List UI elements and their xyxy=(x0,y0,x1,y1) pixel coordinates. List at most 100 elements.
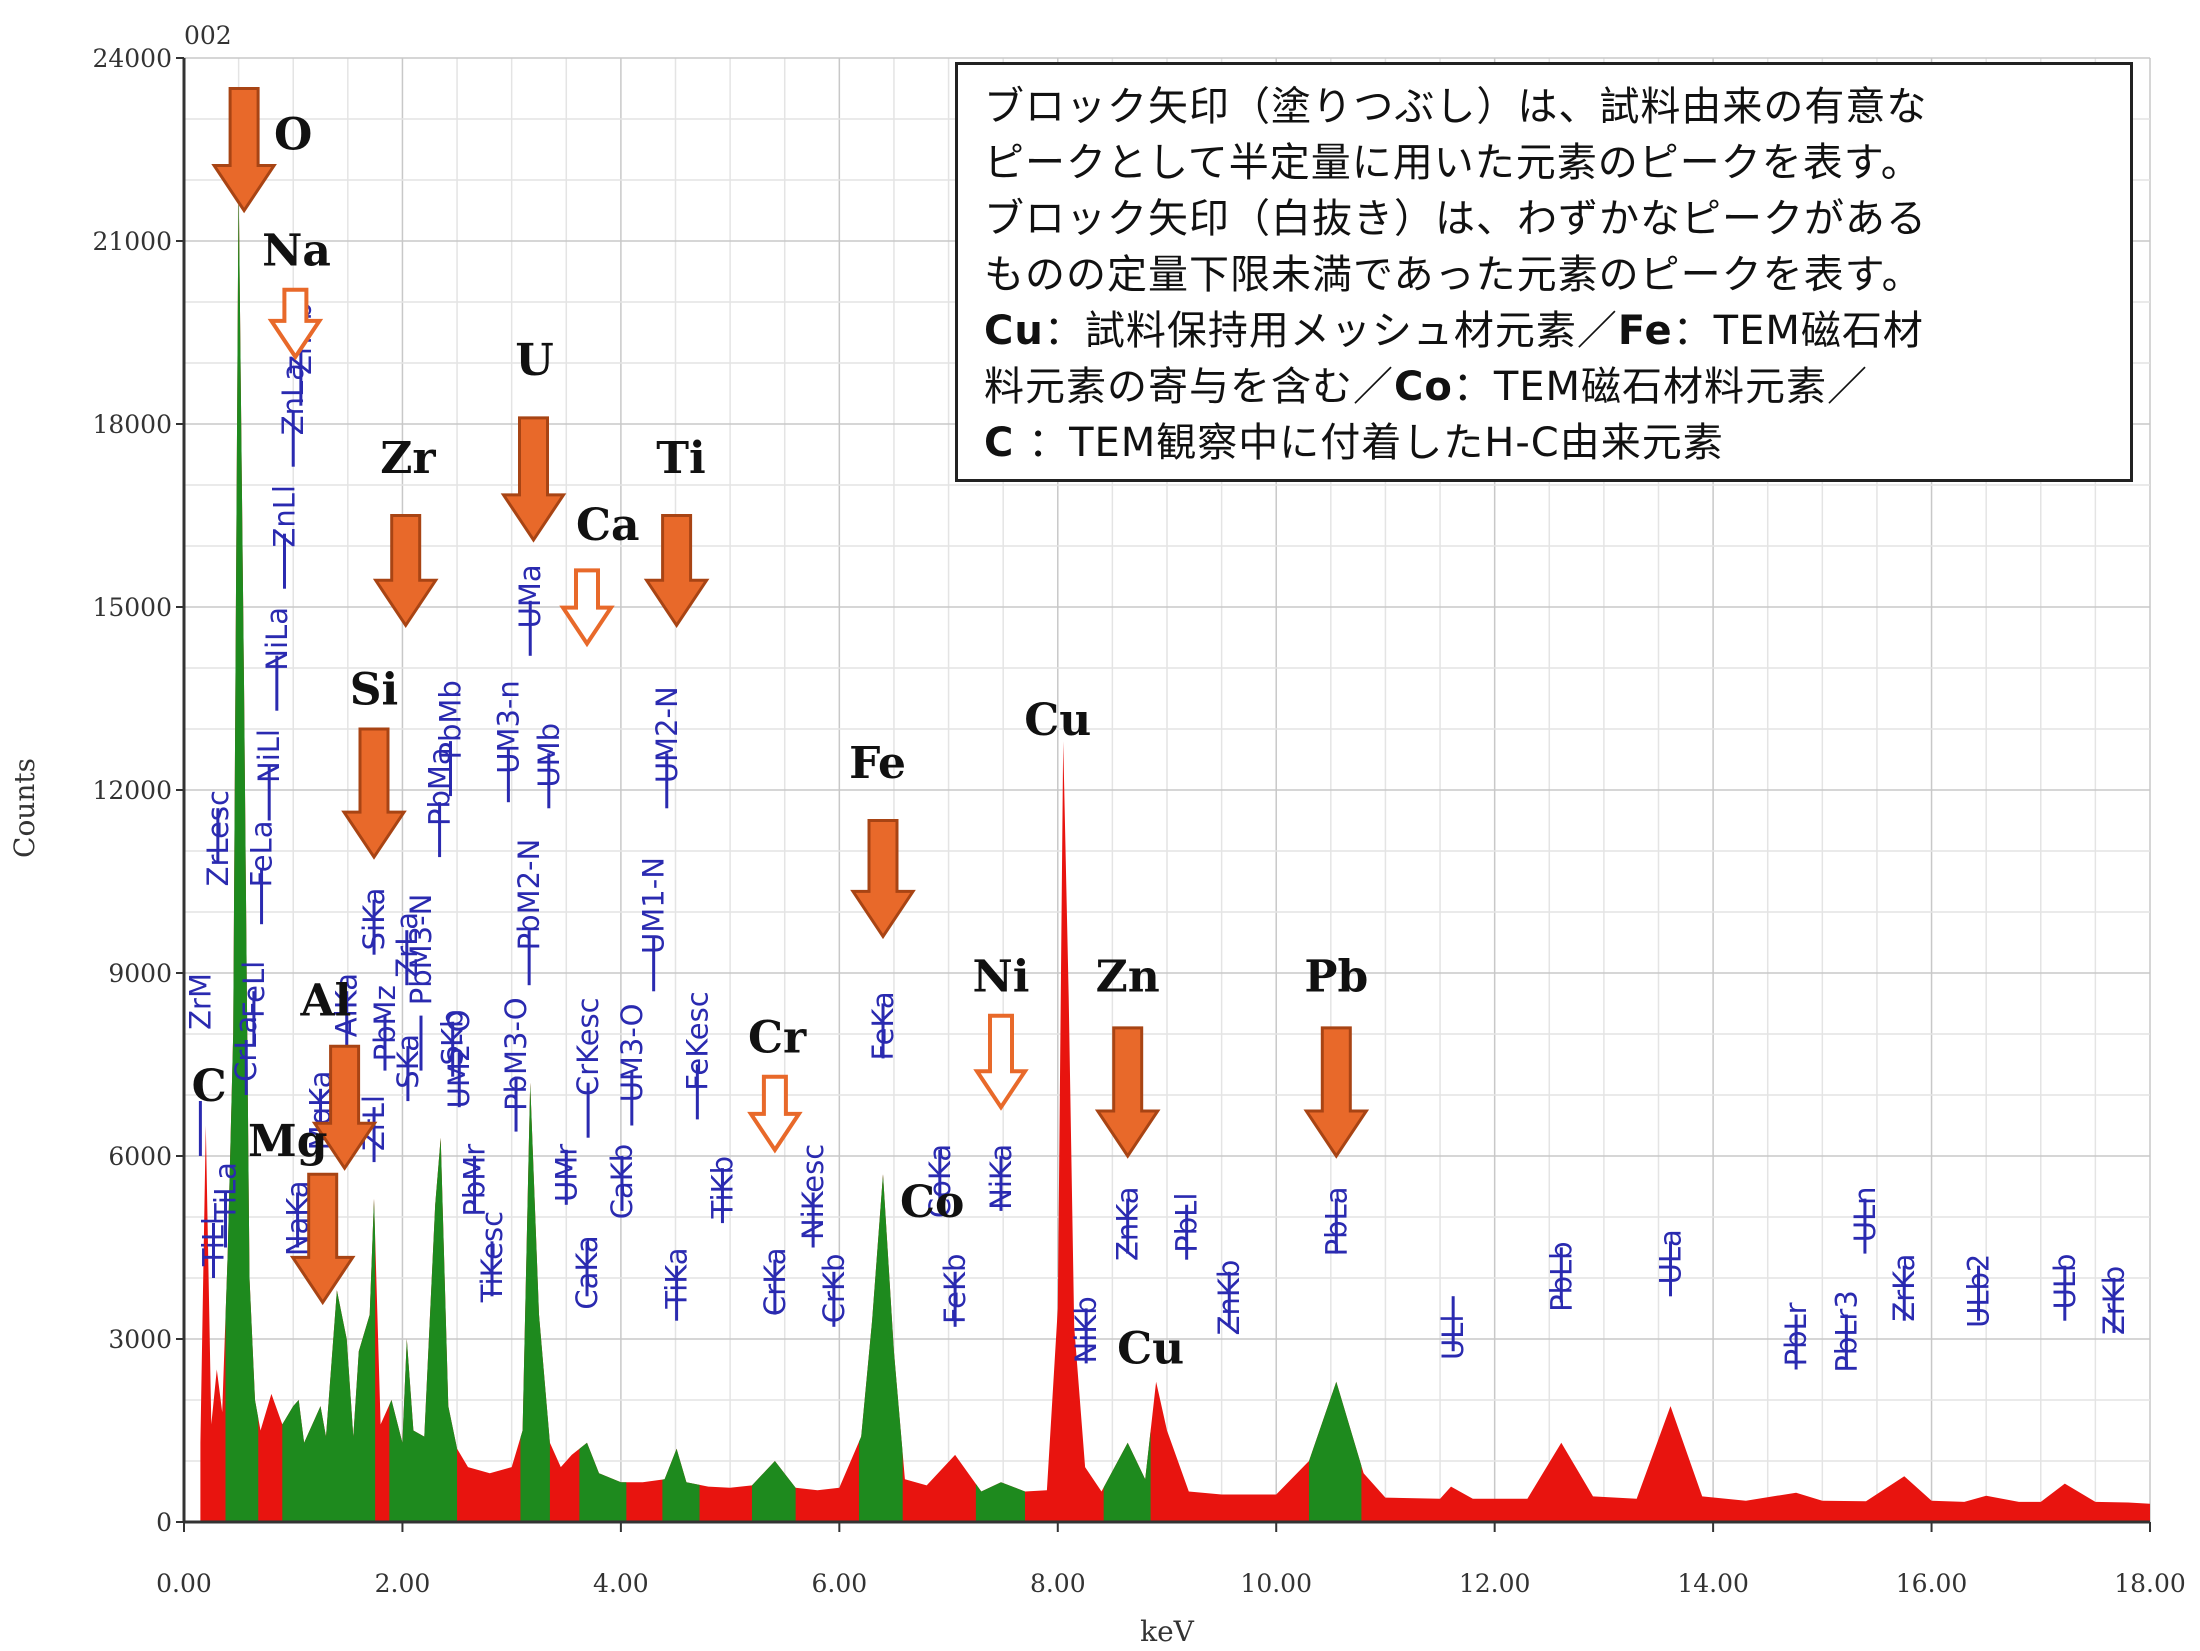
y-tick-label: 6000 xyxy=(108,1142,172,1171)
peak-marker-label: NiLl xyxy=(252,729,286,783)
legend-line-7: C ：TEM観察中に付着したH-C由来元素 xyxy=(984,415,2104,471)
peak-marker-label: ZrKa xyxy=(1887,1254,1921,1322)
x-tick-label: 10.00 xyxy=(1240,1569,1312,1598)
element-label: Mg xyxy=(248,1116,327,1167)
filled-arrow xyxy=(500,416,567,543)
peak-marker-label: ZnKb xyxy=(1212,1260,1246,1336)
peak-marker-label: CrLa xyxy=(229,1016,263,1082)
outline-arrow xyxy=(267,287,324,361)
legend-box: ブロック矢印（塗りつぶし）は、試料由来の有意な ピークとして半定量に用いた元素の… xyxy=(955,62,2133,482)
filled-arrow xyxy=(211,87,277,214)
x-tick-label: 2.00 xyxy=(375,1569,431,1598)
peak-marker-label: ULb2 xyxy=(1962,1254,1996,1328)
spectrum-highlight xyxy=(975,1482,1026,1522)
element-label: C xyxy=(192,1061,227,1112)
filled-arrow xyxy=(311,1044,378,1171)
spectrum-highlight xyxy=(662,1448,700,1522)
peak-marker-label: UM3-n xyxy=(491,680,525,774)
peak-marker-label: TiKesc xyxy=(475,1211,509,1303)
element-label: Cr xyxy=(748,1012,807,1063)
peak-marker-label: PbLb xyxy=(1544,1241,1578,1311)
element-label: Co xyxy=(900,1177,964,1228)
y-tick-label: 18000 xyxy=(92,410,172,439)
legend-line-5: Cu：試料保持用メッシュ材元素／Fe：TEM磁石材 xyxy=(984,303,2104,359)
peak-marker-label: AlKa xyxy=(330,973,364,1037)
element-label: Cu xyxy=(1117,1323,1184,1374)
outline-arrow xyxy=(559,568,615,648)
legend-co-label: Co xyxy=(1394,364,1453,410)
legend-line-2: ピークとして半定量に用いた元素のピークを表す。 xyxy=(984,140,1922,186)
filled-arrow xyxy=(289,1172,356,1306)
y-tick-label: 3000 xyxy=(108,1325,172,1354)
filled-arrow xyxy=(372,514,439,629)
peak-marker-label: PbM3-N xyxy=(404,894,438,1006)
x-tick-label: 6.00 xyxy=(811,1569,867,1598)
filled-arrow xyxy=(850,819,916,940)
element-label: Ti xyxy=(656,433,705,484)
x-axis-title: keV xyxy=(1140,1615,1195,1648)
x-tick-label: 0.00 xyxy=(156,1569,212,1598)
y-tick-label: 0 xyxy=(156,1508,172,1537)
peak-marker-label: ZrKb xyxy=(2097,1266,2131,1335)
peak-marker-label: UM1-N xyxy=(637,857,671,954)
legend-c-text: ：TEM観察中に付着したH-C由来元素 xyxy=(1014,420,1724,466)
peak-marker-label: ULn xyxy=(1848,1187,1882,1243)
peak-marker-label: PbMz xyxy=(368,985,402,1061)
element-labels: C Cu Co Cu xyxy=(192,695,1185,1374)
element-label: O xyxy=(274,110,312,161)
element-label: Ca xyxy=(576,500,640,551)
peak-marker-label: CaKb xyxy=(605,1144,639,1219)
legend-cu-label: Cu xyxy=(984,308,1044,354)
peak-marker-label: ZrM xyxy=(183,973,217,1030)
peak-marker-label: SKb xyxy=(436,1010,470,1066)
element-label: Si xyxy=(350,665,399,716)
element-label: Fe xyxy=(849,738,906,789)
peak-marker-label: CrKa xyxy=(758,1248,792,1316)
peak-marker-label: FeKb xyxy=(938,1254,972,1324)
spectrum-highlight xyxy=(751,1461,796,1522)
element-label: Zr xyxy=(380,433,436,484)
x-tick-label: 4.00 xyxy=(593,1569,649,1598)
element-label: Zn xyxy=(1096,951,1160,1002)
peak-marker-label: NiKb xyxy=(1069,1296,1103,1363)
spectrum-highlight xyxy=(389,1137,458,1522)
y-axis-title: Counts xyxy=(8,758,41,858)
filled-arrow xyxy=(643,514,710,629)
peak-marker-label: ZnLl xyxy=(267,485,301,547)
x-tick-label: 12.00 xyxy=(1459,1569,1531,1598)
peak-marker-label: CrKesc xyxy=(571,997,605,1096)
peak-marker-label: PbLa xyxy=(1319,1187,1353,1257)
filled-arrow xyxy=(341,727,407,860)
element-label: Na xyxy=(262,225,331,276)
peak-marker-label: PbLr xyxy=(1779,1302,1813,1366)
peak-marker-label: TiKa xyxy=(660,1248,694,1310)
y-tick-label: 15000 xyxy=(92,593,172,622)
peak-marker-label: NiKa xyxy=(984,1144,1018,1210)
legend-line6-text: 料元素の寄与を含む／ xyxy=(984,364,1394,410)
peak-marker-label: SiKa xyxy=(357,888,391,951)
filled-arrow xyxy=(1094,1026,1161,1159)
peak-marker-label: PbLr3 xyxy=(1829,1290,1863,1372)
peak-markers: ZrMTiLlTiLaOKaZrLescCrLaFeLlFeLaNiLlNiLa… xyxy=(183,101,2131,1373)
peak-marker-label: TiLa xyxy=(209,1162,243,1222)
peak-marker-label: FeKa xyxy=(866,991,900,1060)
peak-marker-label: FeLa xyxy=(245,821,279,888)
peak-marker-label: CaKa xyxy=(570,1235,604,1309)
x-tick-label: 14.00 xyxy=(1677,1569,1749,1598)
legend-co-text: ：TEM磁石材料元素／ xyxy=(1452,364,1869,410)
legend-cu-text: ：試料保持用メッシュ材元素／ xyxy=(1043,308,1618,354)
element-label: U xyxy=(515,335,553,386)
legend-line-1: ブロック矢印（塗りつぶし）は、試料由来の有意な xyxy=(984,84,1928,130)
peak-marker-label: CrKb xyxy=(817,1254,851,1324)
corner-label: 002 xyxy=(184,21,232,50)
peak-marker-label: ULa xyxy=(1654,1229,1688,1284)
legend-line-3: ブロック矢印（白抜き）は、わずかなピークがある xyxy=(984,196,1927,242)
peak-marker-label: PbMb xyxy=(434,680,468,759)
element-arrows: O Na Zr U Ca Ti Si Al Mg Fe Cr Ni Zn Pb xyxy=(211,87,1370,1306)
peak-marker-label: ZrLesc xyxy=(201,790,235,886)
peak-marker-label: CoKa xyxy=(923,1144,957,1218)
spectrum-highlight xyxy=(1103,1430,1151,1522)
element-label: Cu xyxy=(1024,695,1091,746)
peak-marker-label: ZrLa xyxy=(390,912,424,978)
